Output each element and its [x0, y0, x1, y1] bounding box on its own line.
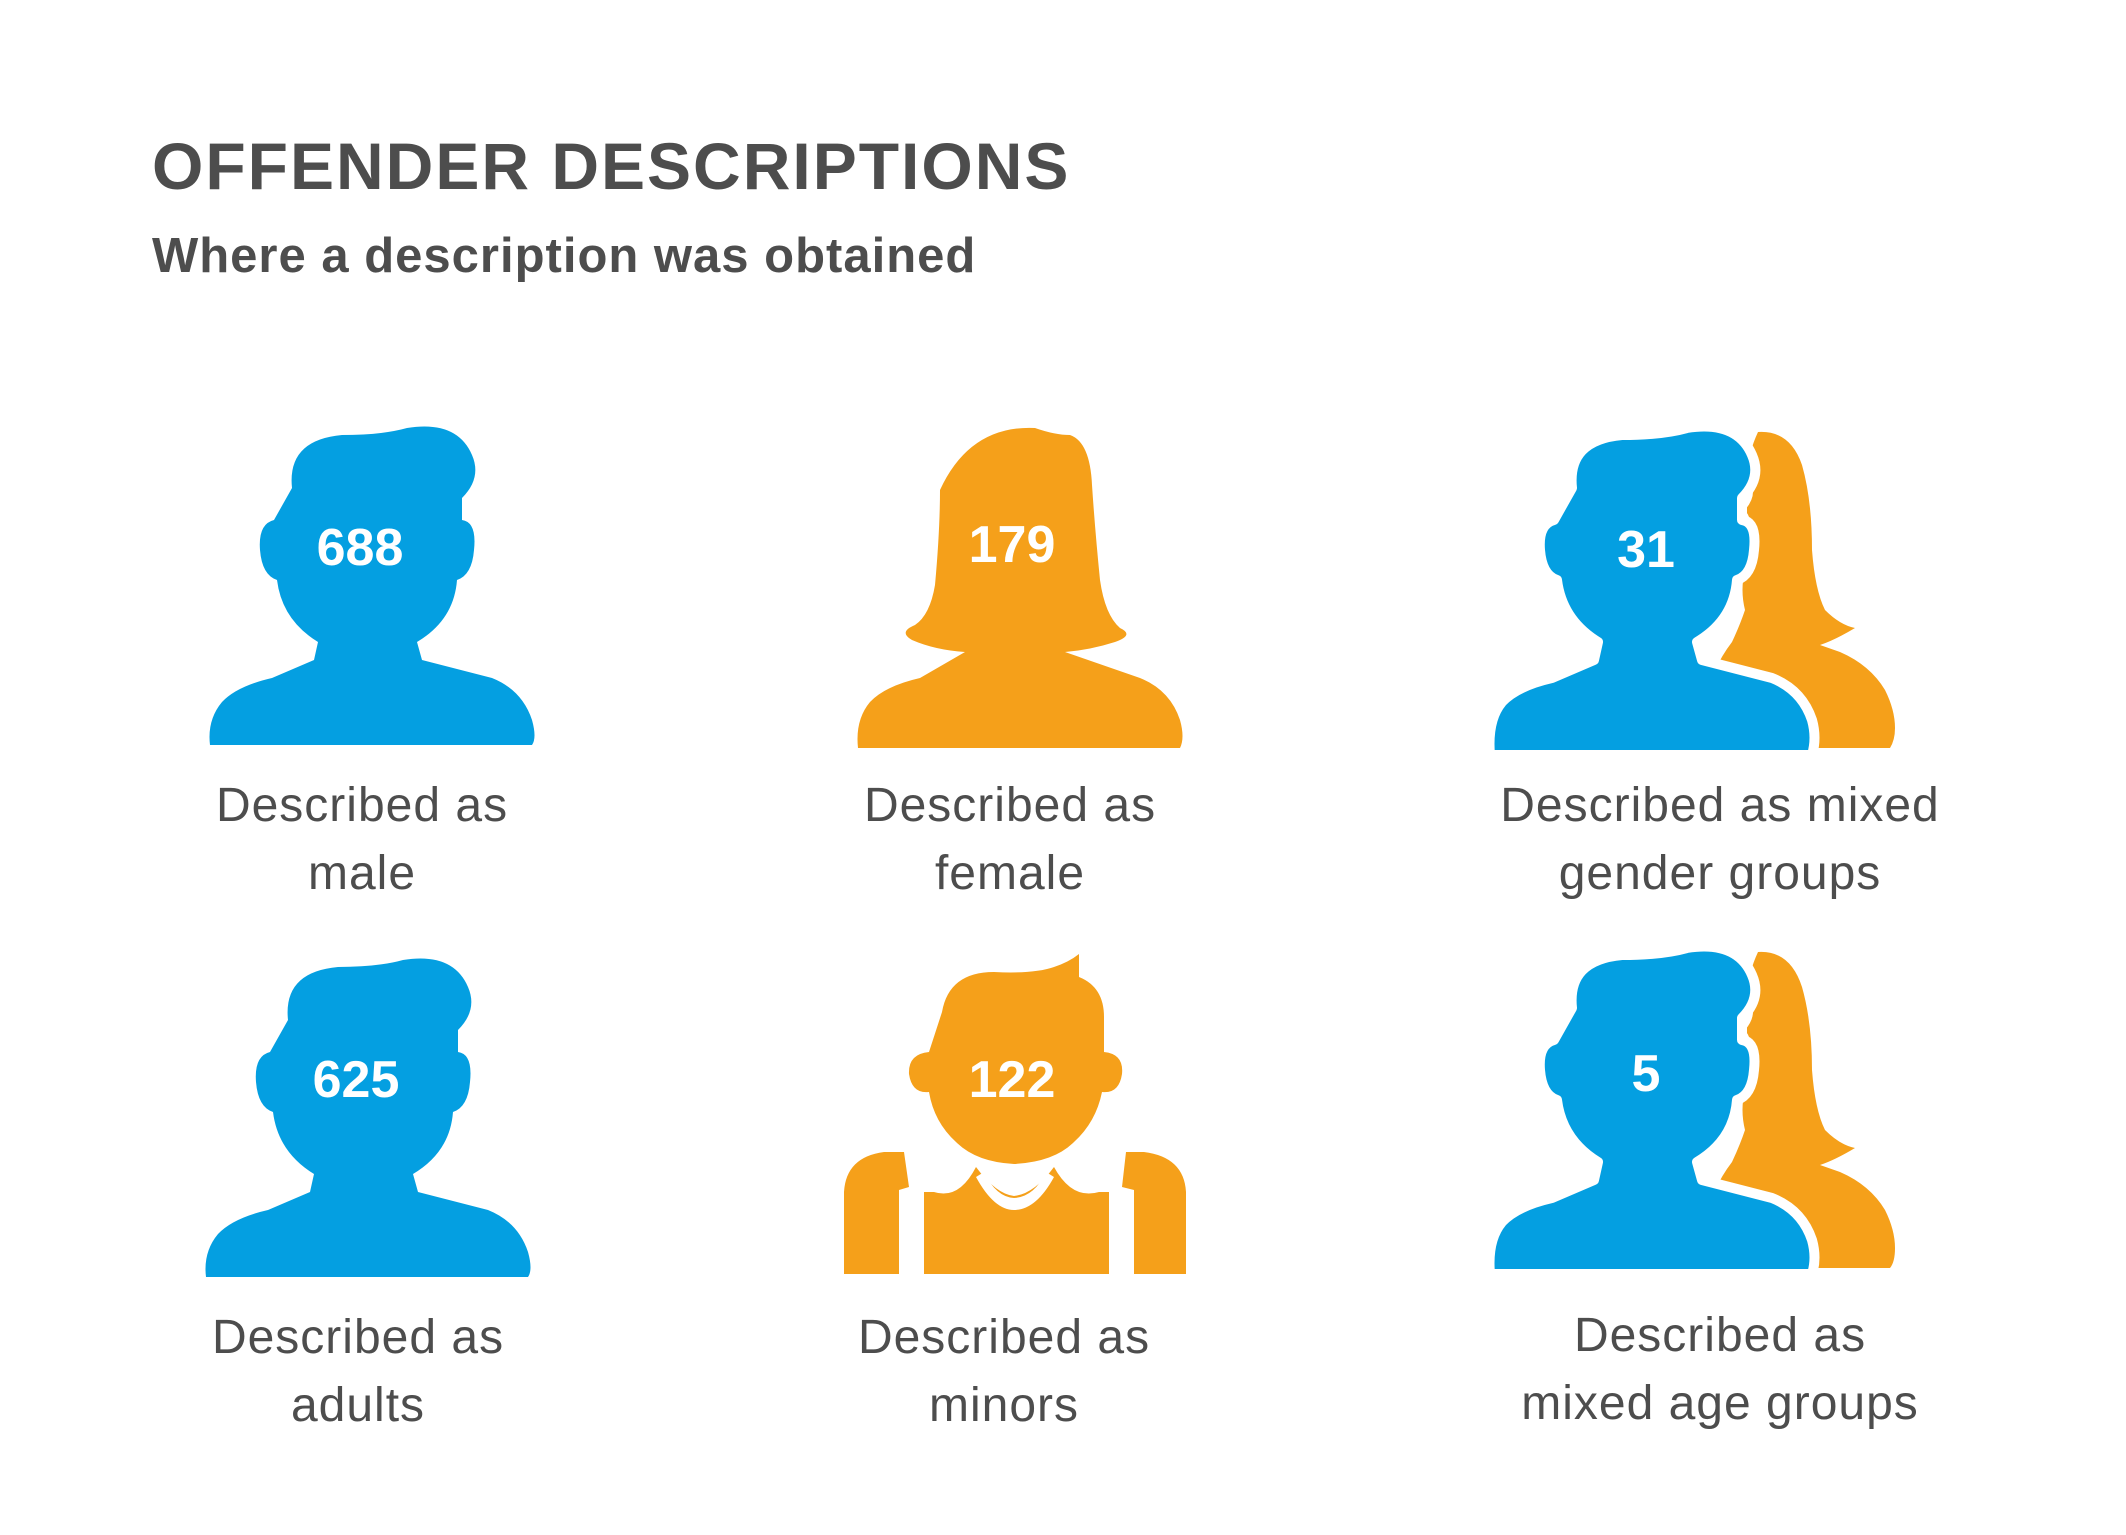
count-value: 179 — [968, 516, 1056, 574]
card-label: Described as male — [82, 772, 642, 908]
count-value: 31 — [1617, 521, 1675, 579]
mixed-gender-group-icon — [1484, 421, 1895, 760]
stat-card-mixed-gender: 31 Described as mixed gender groups — [1440, 420, 2000, 960]
count-value: 122 — [968, 1051, 1056, 1109]
label-line: Described as — [857, 1311, 1151, 1364]
label-line: Described as — [215, 779, 509, 832]
label-line: gender groups — [1558, 847, 1882, 900]
label-line: Described as — [211, 1311, 505, 1364]
stat-card-adults: 625 Described as adults — [78, 952, 638, 1492]
card-label: Described as mixed gender groups — [1370, 772, 2070, 908]
label-line: Described as mixed — [1500, 779, 1940, 832]
label-line: mixed age groups — [1521, 1377, 1919, 1430]
card-label: Described as female — [730, 772, 1290, 908]
mixed-age-group-icon — [1484, 941, 1895, 1279]
label-line: Described as — [1573, 1309, 1867, 1362]
adult-person-icon — [205, 958, 531, 1277]
count-value: 5 — [1631, 1045, 1661, 1103]
label-line: Described as — [863, 779, 1157, 832]
card-label: Described as mixed age groups — [1370, 1302, 2070, 1438]
count-value: 688 — [316, 519, 404, 577]
stat-card-female: 179 Described as female — [730, 420, 1290, 960]
card-label: Described as adults — [78, 1304, 638, 1440]
label-line: adults — [290, 1379, 426, 1432]
label-line: minors — [928, 1379, 1080, 1432]
card-label: Described as minors — [724, 1304, 1284, 1440]
stat-card-minors: 122 Described as minors — [724, 952, 1284, 1492]
stat-card-mixed-age: 5 Described as mixed age groups — [1440, 941, 2000, 1492]
stat-card-male: 688 Described as male — [82, 420, 642, 960]
label-line: female — [934, 847, 1086, 900]
label-line: male — [307, 847, 417, 900]
female-person-icon — [857, 427, 1183, 748]
minor-person-icon — [844, 954, 1186, 1274]
male-person-icon — [209, 426, 535, 745]
page-title: OFFENDER DESCRIPTIONS — [152, 129, 1071, 203]
count-value: 625 — [312, 1051, 400, 1109]
page-subtitle: Where a description was obtained — [152, 229, 977, 283]
